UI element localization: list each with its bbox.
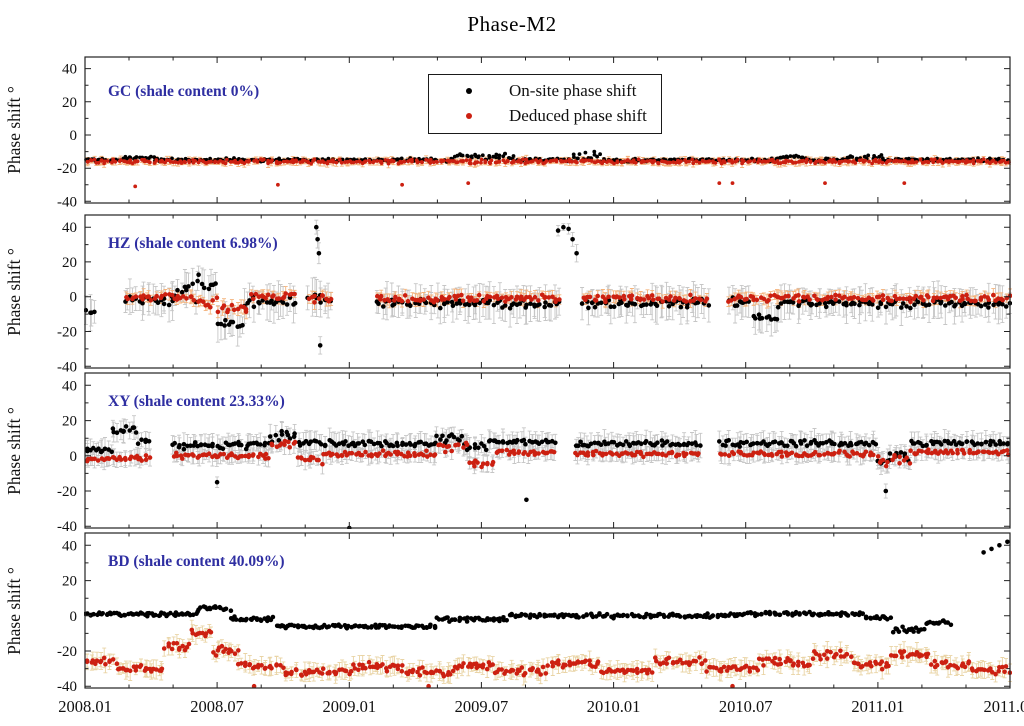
x-tick-label: 2008.01 xyxy=(58,697,112,716)
series-BD-onsite xyxy=(84,539,1010,635)
panel-HZ-points xyxy=(84,219,1012,355)
chart-title: Phase-M2 xyxy=(467,12,557,36)
panel-label-XY: XY (shale content 23.33%) xyxy=(108,393,285,410)
y-tick-label: -20 xyxy=(57,325,77,341)
panel-frame-HZ xyxy=(84,214,1011,369)
panel-XY-points xyxy=(84,415,1011,529)
panel-label-HZ: HZ (shale content 6.98%) xyxy=(108,235,278,252)
legend: On-site phase shift Deduced phase shift xyxy=(428,74,662,134)
panel-label-BD: BD (shale content 40.09%) xyxy=(108,553,285,570)
legend-item: Deduced phase shift xyxy=(429,103,661,128)
legend-item: On-site phase shift xyxy=(429,78,661,103)
y-tick-label: -40 xyxy=(57,679,77,695)
legend-marker-icon xyxy=(466,112,472,119)
x-tick-label: 2010.07 xyxy=(719,697,773,716)
y-tick-label: 0 xyxy=(70,290,78,306)
panel-GC-points xyxy=(84,149,1011,189)
panel-BD-points xyxy=(84,539,1012,689)
x-tick-label: 2010.01 xyxy=(587,697,641,716)
panel-label-GC: GC (shale content 0%) xyxy=(108,83,259,100)
legend-label: Deduced phase shift xyxy=(509,105,647,125)
y-tick-label: 40 xyxy=(62,62,77,78)
series-BD-deduced xyxy=(84,627,1012,689)
y-tick-label: -40 xyxy=(57,359,77,375)
x-tick-label: 2009.07 xyxy=(455,697,509,716)
y-axis-label: Phase shift ° xyxy=(4,407,24,495)
panel-frame-BD xyxy=(84,532,1011,689)
y-tick-label: -20 xyxy=(57,484,77,500)
y-tick-label: -40 xyxy=(57,519,77,535)
panel-frame-XY xyxy=(84,372,1011,529)
legend-label: On-site phase shift xyxy=(509,80,637,100)
y-tick-label: 0 xyxy=(70,449,78,465)
y-tick-label: -20 xyxy=(57,644,77,660)
y-axis-label: Phase shift ° xyxy=(4,567,24,655)
series-XY-onsite xyxy=(85,424,1011,529)
y-tick-label: 20 xyxy=(62,95,77,111)
x-tick-label: 2011.01 xyxy=(851,697,904,716)
x-tick-label: 2011.07 xyxy=(983,697,1024,716)
y-tick-label: -40 xyxy=(57,194,77,210)
x-tick-label: 2008.07 xyxy=(190,697,244,716)
y-tick-label: 40 xyxy=(62,538,77,554)
y-tick-label: 0 xyxy=(70,128,78,144)
series-XY-deduced xyxy=(84,438,1011,470)
y-tick-label: 20 xyxy=(62,255,77,271)
y-tick-label: 0 xyxy=(70,609,78,625)
y-tick-label: -20 xyxy=(57,161,77,177)
legend-marker-icon xyxy=(466,87,472,94)
x-tick-label: 2009.01 xyxy=(322,697,376,716)
y-axis-label: Phase shift ° xyxy=(4,248,24,336)
series-HZ-deduced xyxy=(124,291,1012,315)
panel-frame-GC xyxy=(84,56,1011,204)
y-tick-label: 20 xyxy=(62,414,77,430)
y-tick-label: 40 xyxy=(62,378,77,394)
series-GC-deduced xyxy=(85,157,1011,189)
y-axis-label: Phase shift ° xyxy=(4,86,24,174)
y-tick-label: 20 xyxy=(62,574,77,590)
y-tick-label: 40 xyxy=(62,220,77,236)
